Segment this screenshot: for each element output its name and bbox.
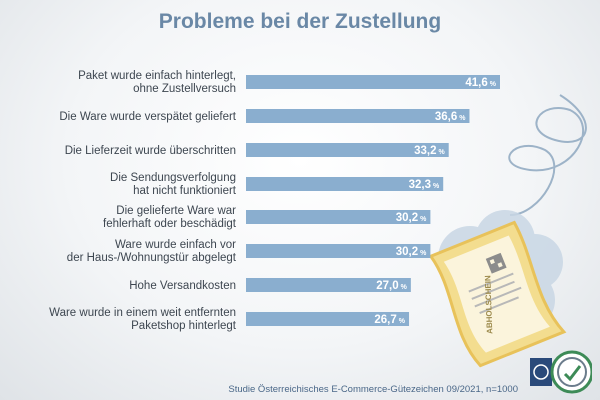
category-label: Hohe Versandkosten [129, 280, 236, 292]
decoration-illustration: ABHOLSCHEIN [428, 94, 587, 368]
bar-value-label: 36,6% [435, 111, 466, 123]
bar-value-label: 27,0% [376, 280, 407, 292]
voucher-label: ABHOLSCHEIN [483, 275, 494, 334]
category-label: Die Lieferzeit wurde überschritten [65, 145, 236, 157]
bar-value-label: 30,2% [396, 212, 427, 224]
bar-value-label: 26,7% [374, 314, 405, 326]
bar-3 [246, 143, 449, 157]
bar-value-label: 32,3% [409, 179, 440, 191]
squiggle-line [508, 94, 587, 216]
bar-7 [246, 278, 411, 292]
category-label: Die Ware wurde verspätet geliefert [59, 111, 236, 123]
bar-value-label: 41,6% [465, 77, 496, 89]
chart-title: Probleme bei der Zustellung [158, 10, 442, 33]
category-label: Ware wurde einfach vor der Haus-/Wohnungs… [67, 239, 237, 264]
category-label: Ware wurde in einem weit entfernten Paket… [49, 307, 237, 332]
bar-4 [246, 177, 444, 191]
bar-8 [246, 312, 410, 326]
guetezeichen-seal-icon [530, 350, 592, 394]
bar-2 [246, 109, 470, 123]
source-note: Studie Österreichisches E-Commerce-Gütez… [228, 384, 518, 395]
bar-6 [246, 244, 431, 258]
bar-1 [246, 75, 500, 89]
category-label: Die gelieferte Ware war fehlerhaft oder b… [103, 205, 237, 230]
category-label: Die Sendungsverfolgung hat nicht funktion… [110, 172, 237, 197]
category-label: Paket wurde einfach hinterlegt, ohne Zust… [78, 70, 236, 95]
bar-value-label: 33,2% [414, 145, 445, 157]
bar-value-label: 30,2% [396, 246, 427, 258]
bars-group: 41,6 % Paket wurde einfach hinterlegt, ohne… [49, 70, 500, 332]
bar-5 [246, 210, 431, 224]
voucher-illustration: ABHOLSCHEIN [428, 220, 567, 368]
